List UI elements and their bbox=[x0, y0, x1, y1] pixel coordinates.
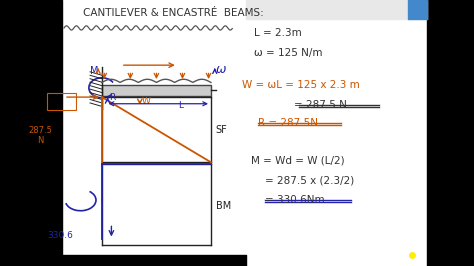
Text: = 287.5 N: = 287.5 N bbox=[294, 100, 347, 110]
Text: CANTILEVER & ENCASTRÉ  BEAMS:: CANTILEVER & ENCASTRÉ BEAMS: bbox=[83, 8, 264, 18]
Text: 330.6: 330.6 bbox=[47, 231, 73, 240]
Text: = 330.6Nm: = 330.6Nm bbox=[265, 195, 325, 205]
Text: R = 287.5N: R = 287.5N bbox=[258, 118, 319, 128]
Bar bbox=[47, 93, 76, 110]
Text: W = ωL = 125 x 2.3 m: W = ωL = 125 x 2.3 m bbox=[242, 80, 359, 90]
Text: = 287.5 x (2.3/2): = 287.5 x (2.3/2) bbox=[265, 176, 355, 186]
Text: W: W bbox=[141, 97, 150, 106]
Bar bbox=[102, 85, 211, 96]
Text: SF: SF bbox=[216, 125, 228, 135]
Text: BM: BM bbox=[216, 201, 231, 211]
Text: 287.5
N: 287.5 N bbox=[28, 126, 52, 145]
Text: R: R bbox=[109, 93, 115, 102]
Text: L = 2.3m: L = 2.3m bbox=[254, 28, 301, 38]
Text: ω = 125 N/m: ω = 125 N/m bbox=[254, 48, 322, 58]
Text: M: M bbox=[90, 66, 99, 77]
Text: L: L bbox=[178, 101, 183, 110]
Text: M = Wd = W (L/2): M = Wd = W (L/2) bbox=[251, 156, 345, 166]
Text: ω: ω bbox=[216, 63, 226, 76]
